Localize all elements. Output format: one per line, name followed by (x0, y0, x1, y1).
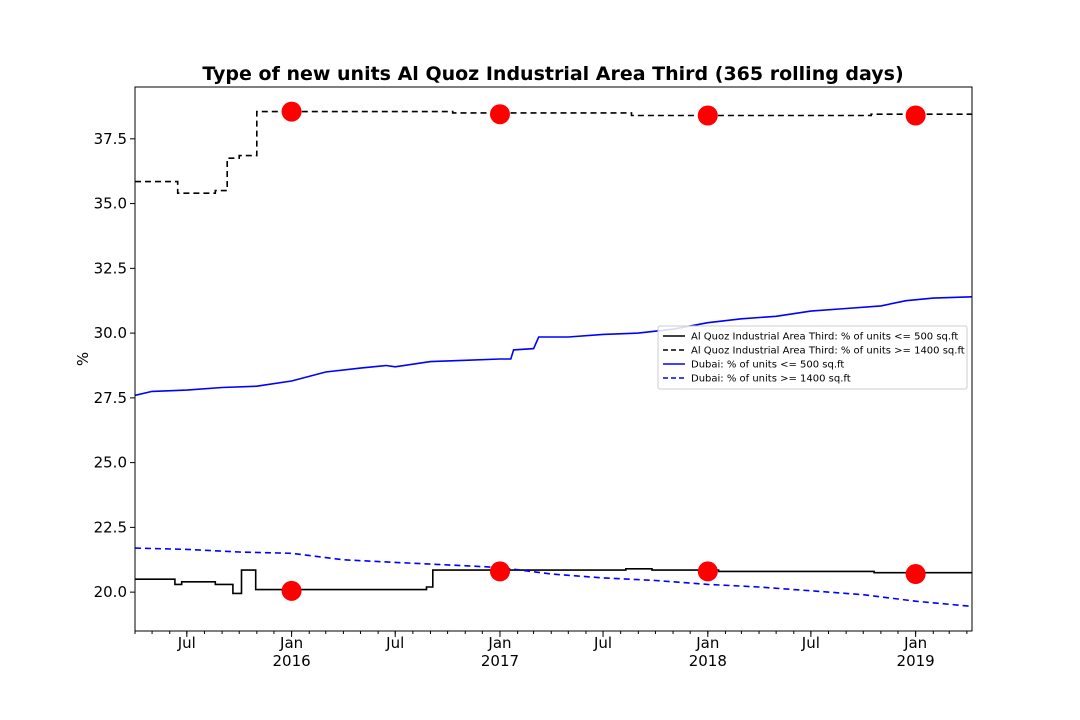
legend-box (657, 325, 968, 390)
y-tick-label: 30.0 (94, 324, 127, 342)
y-tick-label: 37.5 (94, 130, 127, 148)
y-tick-label: 20.0 (94, 583, 127, 601)
x-tick-label: Jan (695, 634, 719, 652)
x-tick-label: Jan (903, 634, 927, 652)
x-tick-year-label: 2017 (481, 652, 519, 670)
x-tick-label: Jul (593, 634, 612, 652)
red-marker-7 (697, 561, 718, 582)
legend-label-1: Al Quoz Industrial Area Third: % of unit… (691, 332, 958, 343)
x-tick-label: Jul (801, 634, 820, 652)
red-marker-2 (489, 104, 510, 125)
x-tick-year-label: 2019 (897, 652, 935, 670)
red-marker-1 (281, 101, 302, 122)
y-tick-label: 27.5 (94, 389, 127, 407)
y-axis-label: % (74, 352, 92, 366)
plot-frame (134, 86, 973, 632)
series-line-1 (135, 568, 972, 595)
series-line-2 (135, 110, 972, 194)
chart-title: Type of new units Al Quoz Industrial Are… (202, 63, 903, 85)
series-line-3 (135, 296, 972, 397)
y-tick-label: 32.5 (94, 259, 127, 277)
red-marker-6 (489, 561, 510, 582)
legend-label-4: Dubai: % of units >= 1400 sq.ft (691, 374, 851, 385)
red-marker-4 (905, 105, 926, 126)
x-tick-label: Jul (177, 634, 196, 652)
x-tick-label: Jul (385, 634, 404, 652)
y-tick-label: 22.5 (94, 518, 127, 536)
red-marker-8 (905, 564, 926, 585)
x-tick-label: Jan (487, 634, 511, 652)
legend-label-2: Al Quoz Industrial Area Third: % of unit… (691, 346, 965, 357)
y-tick-label: 25.0 (94, 454, 127, 472)
series-group (135, 110, 972, 608)
series-line-4 (135, 547, 972, 608)
y-tick-label: 35.0 (94, 195, 127, 213)
red-marker-5 (281, 580, 302, 601)
legend-label-3: Dubai: % of units <= 500 sq.ft (691, 360, 844, 371)
x-tick-label: Jan (279, 634, 303, 652)
x-tick-year-label: 2016 (272, 652, 310, 670)
x-tick-year-label: 2018 (689, 652, 727, 670)
red-marker-3 (697, 105, 718, 126)
legend: Al Quoz Industrial Area Third: % of unit… (657, 325, 968, 390)
